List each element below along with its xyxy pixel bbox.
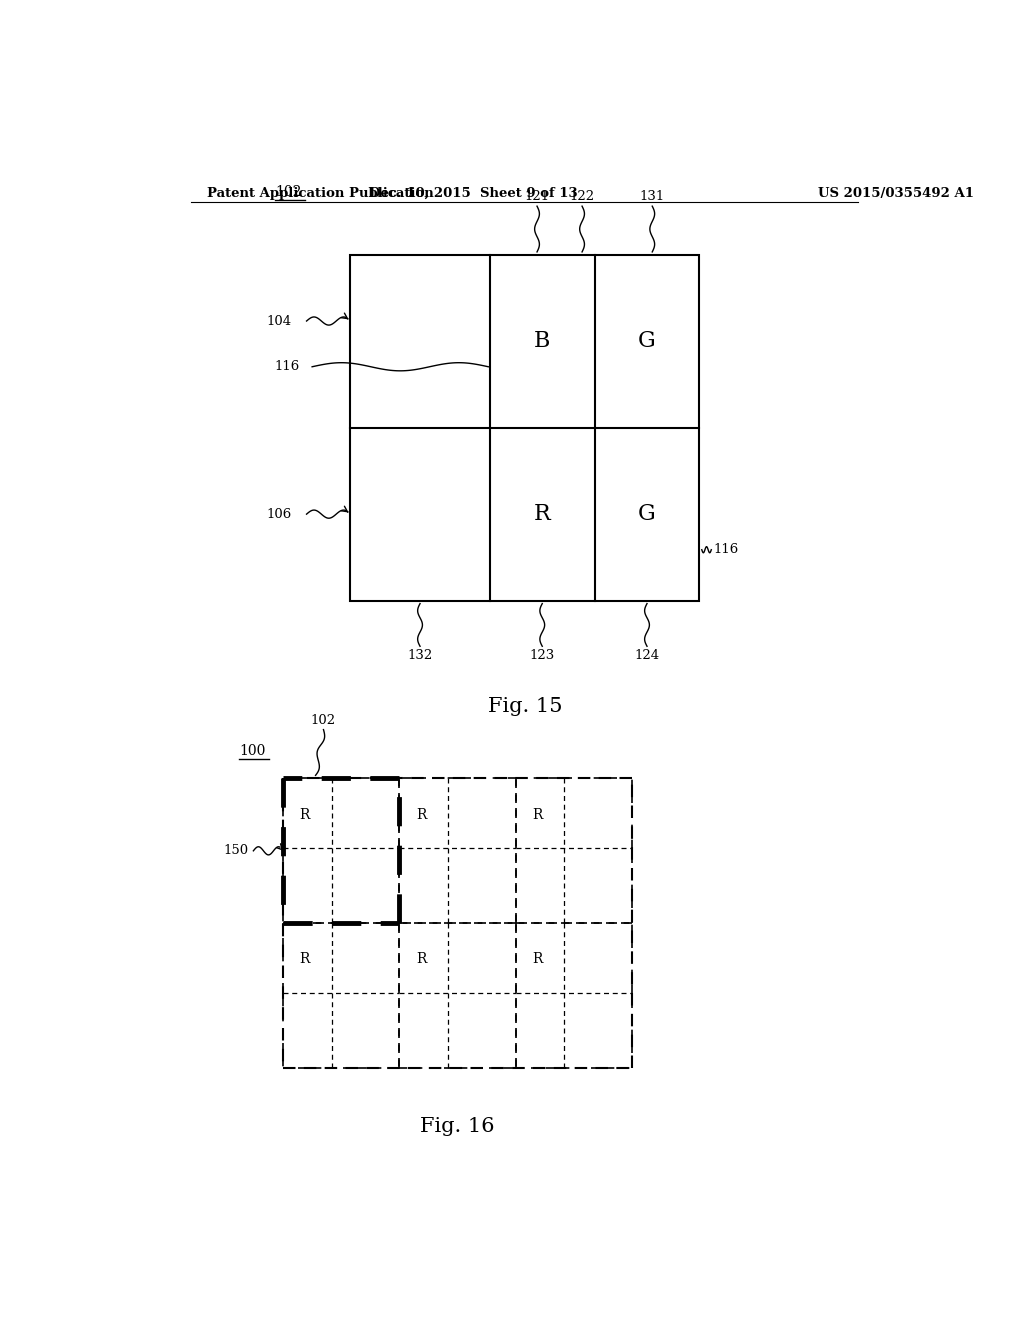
Text: 150: 150	[223, 845, 249, 857]
Text: R: R	[300, 953, 310, 966]
Text: 131: 131	[640, 190, 665, 203]
Text: R: R	[416, 953, 426, 966]
Text: 122: 122	[569, 190, 595, 203]
Text: G: G	[638, 330, 656, 352]
Text: 100: 100	[240, 744, 265, 758]
Text: Patent Application Publication: Patent Application Publication	[207, 187, 434, 199]
Text: 123: 123	[529, 649, 555, 663]
Text: Fig. 16: Fig. 16	[420, 1117, 495, 1137]
Text: 121: 121	[524, 190, 550, 203]
Text: 102: 102	[311, 714, 336, 726]
Text: R: R	[300, 808, 310, 821]
Text: R: R	[532, 953, 543, 966]
Text: G: G	[638, 503, 656, 525]
Text: 102: 102	[274, 185, 301, 199]
Text: B: B	[535, 330, 551, 352]
Text: 104: 104	[267, 314, 292, 327]
Text: 132: 132	[408, 649, 433, 663]
Text: Dec. 10, 2015  Sheet 9 of 13: Dec. 10, 2015 Sheet 9 of 13	[369, 187, 578, 199]
Text: Fig. 15: Fig. 15	[487, 697, 562, 715]
Bar	[350, 255, 699, 601]
Text: 124: 124	[635, 649, 659, 663]
Text: R: R	[534, 503, 551, 525]
Text: US 2015/0355492 A1: US 2015/0355492 A1	[818, 187, 975, 199]
Text: 116: 116	[714, 544, 739, 556]
Text: 116: 116	[274, 360, 300, 374]
Text: R: R	[416, 808, 426, 821]
Text: 106: 106	[267, 508, 292, 520]
Text: R: R	[532, 808, 543, 821]
